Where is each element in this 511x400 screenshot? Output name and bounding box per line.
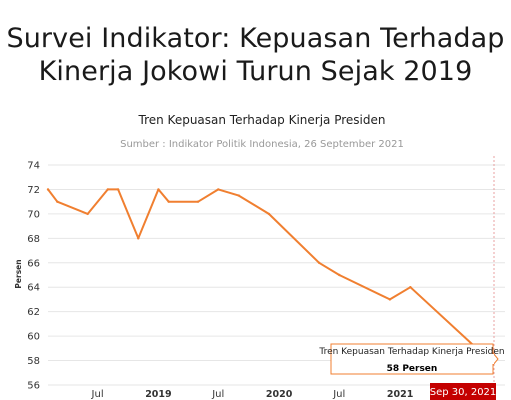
y-tick-label: 62 — [27, 307, 40, 318]
data-point — [46, 188, 50, 191]
data-point — [116, 188, 120, 191]
tooltip-pointer-mask — [492, 354, 494, 364]
y-tick-label: 66 — [27, 258, 40, 269]
x-tick-label: Jul — [332, 389, 345, 400]
data-point — [106, 188, 110, 191]
headline: Survei Indikator: Kepuasan Terhadap Kine… — [0, 22, 511, 88]
data-point — [338, 273, 341, 277]
y-tick-label: 68 — [27, 234, 40, 245]
data-point — [167, 200, 170, 203]
y-tick-label: 56 — [27, 381, 40, 392]
x-tick-label: 2020 — [266, 389, 293, 400]
data-point — [409, 286, 412, 289]
tooltip-box — [330, 343, 494, 375]
data-point — [137, 237, 140, 240]
chart-subtitle: Sumber : Indikator Politik Indonesia, 26… — [120, 139, 404, 150]
tooltip-series-label: Tren Kepuasan Terhadap Kinerja Presiden — [318, 347, 504, 357]
y-axis-label: Persen — [14, 259, 23, 288]
data-point — [267, 212, 271, 216]
x-axis-ticks: Jul 2019 Jul 2020 Jul 2021 — [91, 389, 414, 400]
tooltip: Tren Kepuasan Terhadap Kinerja Presiden … — [318, 343, 505, 375]
data-point — [157, 188, 160, 191]
y-tick-label: 58 — [27, 356, 40, 367]
date-badge-box — [430, 383, 496, 400]
x-tick-label: 2021 — [387, 389, 413, 400]
chart-title: Tren Kepuasan Terhadap Kinerja Presiden — [138, 113, 386, 127]
y-tick-label: 70 — [27, 209, 40, 220]
hover-date-badge: Sep 30, 2021 — [430, 383, 497, 400]
line-chart[interactable]: Tren Kepuasan Terhadap Kinerja Presiden … — [0, 108, 511, 400]
data-point — [217, 188, 220, 191]
y-tick-label: 72 — [27, 185, 40, 196]
headline-line-1: Survei Indikator: Kepuasan Terhadap — [6, 23, 505, 54]
data-point — [86, 212, 89, 216]
x-tick-label: Jul — [91, 389, 104, 400]
headline-line-2: Kinerja Jokowi Turun Sejak 2019 — [38, 56, 473, 87]
data-point — [196, 200, 200, 203]
gridlines — [48, 164, 505, 386]
date-badge-label: Sep 30, 2021 — [430, 387, 497, 398]
tooltip-value: 58 Persen — [387, 364, 438, 374]
x-tick-label: Jul — [211, 389, 224, 400]
y-tick-label: 60 — [27, 332, 40, 343]
y-axis-ticks: 56 58 60 62 64 66 68 70 72 74 — [27, 161, 40, 392]
y-tick-label: 64 — [27, 283, 40, 294]
x-tick-label: 2019 — [145, 389, 171, 400]
chart-container: Tren Kepuasan Terhadap Kinerja Presiden … — [0, 108, 511, 400]
data-point — [317, 261, 321, 264]
data-point — [237, 194, 240, 197]
data-point — [56, 200, 59, 203]
y-tick-label: 74 — [27, 161, 40, 172]
data-point — [388, 298, 392, 301]
